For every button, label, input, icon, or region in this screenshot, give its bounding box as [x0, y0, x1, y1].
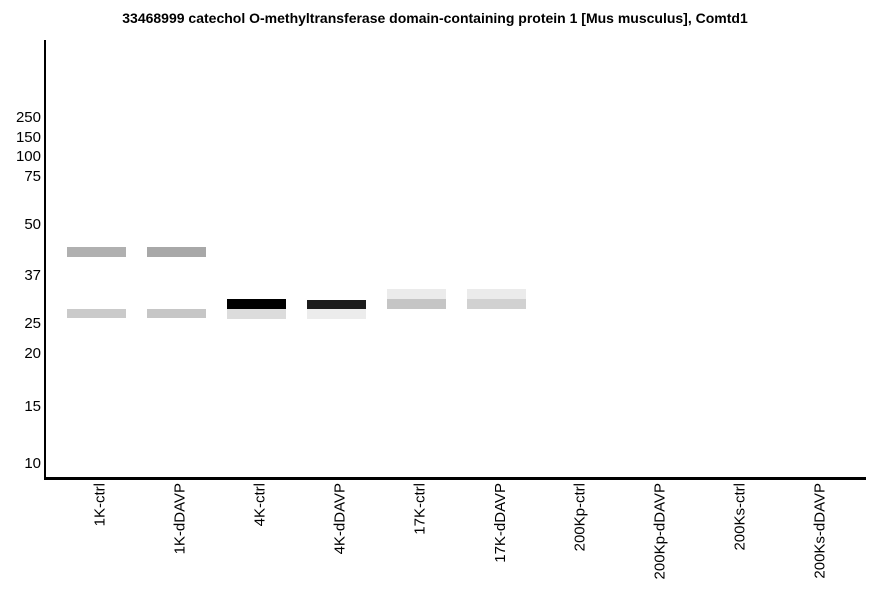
mw-tick-label: 15	[24, 398, 41, 415]
lane-label: 1K-ctrl	[91, 483, 109, 527]
mw-tick-label: 10	[24, 455, 41, 472]
lane-label: 4K-ctrl	[251, 483, 269, 527]
band	[387, 289, 446, 299]
mw-tick-label: 50	[24, 216, 41, 233]
mw-tick-label: 37	[24, 267, 41, 284]
x-axis-line	[44, 477, 866, 480]
band	[307, 300, 366, 309]
mw-tick-label: 25	[24, 315, 41, 332]
band	[307, 309, 366, 319]
mw-tick-label: 150	[15, 129, 41, 146]
lane-label: 200Ks-dDAVP	[811, 483, 829, 579]
lane-label: 200Kp-ctrl	[571, 483, 589, 552]
y-axis-line	[44, 40, 46, 478]
band	[227, 299, 286, 309]
band	[227, 309, 286, 319]
mw-tick-label: 100	[15, 148, 41, 165]
lane-label: 200Kp-dDAVP	[651, 483, 669, 580]
band	[67, 309, 126, 318]
lane-label: 1K-dDAVP	[171, 483, 189, 555]
lane-label: 17K-dDAVP	[491, 483, 509, 563]
mw-tick-label: 75	[24, 168, 41, 185]
lane-label: 200Ks-ctrl	[731, 483, 749, 551]
chart-title: 33468999 catechol O-methyltransferase do…	[122, 10, 748, 26]
lane-label: 4K-dDAVP	[331, 483, 349, 555]
mw-tick-label: 20	[24, 345, 41, 362]
band	[147, 309, 206, 318]
lane-label: 17K-ctrl	[411, 483, 429, 535]
band	[67, 247, 126, 257]
band	[467, 289, 526, 299]
band	[147, 247, 206, 257]
band	[387, 299, 446, 309]
band	[467, 299, 526, 309]
mw-tick-label: 250	[15, 109, 41, 126]
